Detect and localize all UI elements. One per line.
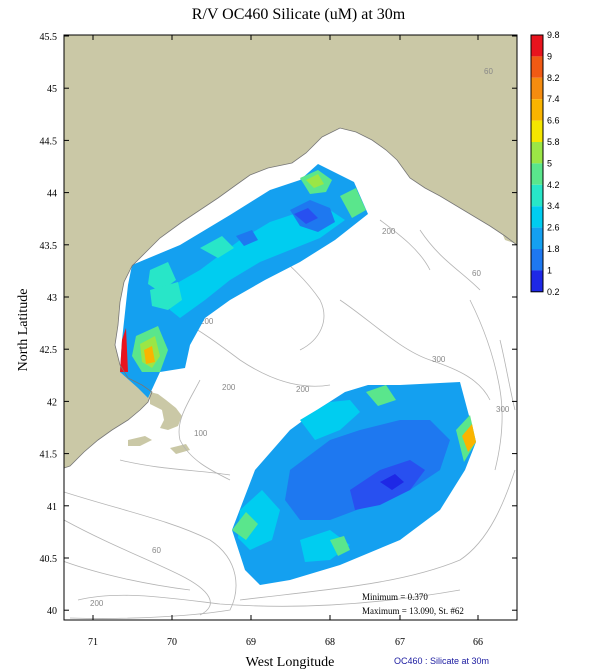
colorbar-tick-label: 6.6 bbox=[547, 116, 560, 126]
silicate-field-north bbox=[120, 164, 368, 398]
colorbar-tick-label: 9 bbox=[547, 51, 552, 61]
colorbar-tick-label: 5.8 bbox=[547, 137, 560, 147]
y-tick-label: 45 bbox=[47, 84, 57, 95]
colorbar-swatch bbox=[531, 206, 543, 228]
colorbar-swatch bbox=[531, 99, 543, 121]
contour-label: 200 bbox=[90, 599, 104, 608]
x-tick-label: 69 bbox=[246, 637, 256, 648]
cape-cod-land bbox=[150, 392, 182, 430]
y-tick-label: 44 bbox=[47, 189, 57, 200]
contour-label: 200 bbox=[296, 385, 310, 394]
colorbar-swatch bbox=[531, 35, 543, 57]
map-title: R/V OC460 Silicate (uM) at 30m bbox=[191, 6, 406, 23]
colorbar-swatch bbox=[531, 120, 543, 142]
colorbar-swatch bbox=[531, 77, 543, 100]
colorbar-tick-label: 2.6 bbox=[547, 223, 560, 233]
contour-label: 60 bbox=[484, 67, 493, 76]
y-axis-label: North Latitude bbox=[16, 289, 31, 372]
contour-label: 100 bbox=[194, 429, 208, 438]
y-tick-label: 43.5 bbox=[40, 241, 58, 252]
x-axis-ticks: 71 70 69 68 67 66 bbox=[88, 35, 483, 648]
contour-label: 60 bbox=[472, 269, 481, 278]
colorbar-tick-label: 1 bbox=[547, 265, 552, 275]
colorbar-frame bbox=[530, 34, 544, 293]
bathymetry-contours bbox=[64, 219, 516, 619]
colorbar-tick-label: 5 bbox=[547, 158, 552, 168]
minimum-stat: Minimum = 0.370 bbox=[362, 592, 428, 602]
y-tick-label: 45.5 bbox=[40, 32, 58, 43]
contour-label: 300 bbox=[432, 355, 446, 364]
colorbar-swatch bbox=[531, 227, 543, 249]
map-frame bbox=[63, 34, 518, 621]
y-tick-label: 43 bbox=[47, 293, 57, 304]
colorbar-swatch bbox=[531, 142, 543, 164]
x-tick-label: 70 bbox=[167, 637, 177, 648]
x-axis-label: West Longitude bbox=[246, 655, 335, 670]
y-tick-label: 41 bbox=[47, 502, 57, 513]
colorbar-tick-label: 8.2 bbox=[547, 73, 560, 83]
nantucket-land bbox=[170, 444, 190, 454]
colorbar-tick-label: 9.8 bbox=[547, 30, 560, 40]
y-tick-label: 40.5 bbox=[40, 554, 58, 565]
contour-label: 200 bbox=[200, 317, 214, 326]
x-tick-label: 66 bbox=[473, 637, 483, 648]
colorbar-tick-label: 0.2 bbox=[547, 287, 560, 297]
colorbar-tick-label: 4.2 bbox=[547, 180, 560, 190]
colorbar-swatch bbox=[531, 184, 543, 207]
contour-label: 60 bbox=[152, 546, 161, 555]
coastline bbox=[64, 127, 517, 469]
colorbar-tick-label: 3.4 bbox=[547, 201, 560, 211]
colorbar-swatch bbox=[531, 56, 543, 78]
y-tick-label: 42.5 bbox=[40, 345, 58, 356]
maximum-stat: Maximum = 13.090, St. #62 bbox=[362, 606, 464, 616]
colorbar-swatch bbox=[531, 270, 543, 292]
contour-label: 200 bbox=[382, 227, 396, 236]
land-mass bbox=[64, 35, 517, 468]
y-axis-ticks: 45.5 45 44.5 44 43.5 43 42.5 42 41.5 41 40.5 40 bbox=[40, 32, 517, 617]
colorbar-tick-label: 1.8 bbox=[547, 244, 560, 254]
colorbar: 9.8 9 8.2 7.4 6.6 5.8 5 4.2 3.4 2.6 1.8 1 0.2 bbox=[530, 30, 560, 297]
x-tick-label: 71 bbox=[88, 637, 98, 648]
colorbar-swatch bbox=[531, 163, 543, 185]
colorbar-tick-label: 7.4 bbox=[547, 94, 560, 104]
footer-caption: OC460 : Silicate at 30m bbox=[394, 656, 489, 666]
nova-scotia-land bbox=[500, 205, 517, 244]
contour-label: 200 bbox=[222, 383, 236, 392]
y-tick-label: 44.5 bbox=[40, 136, 58, 147]
y-tick-label: 41.5 bbox=[40, 450, 58, 461]
marthas-vineyard-land bbox=[128, 436, 152, 446]
y-tick-label: 42 bbox=[47, 397, 57, 408]
y-tick-label: 40 bbox=[47, 606, 57, 617]
contour-label: 300 bbox=[496, 405, 510, 414]
silicate-field-south bbox=[232, 382, 476, 585]
x-tick-label: 67 bbox=[395, 637, 405, 648]
colorbar-swatch bbox=[531, 249, 543, 271]
x-tick-label: 68 bbox=[325, 637, 335, 648]
